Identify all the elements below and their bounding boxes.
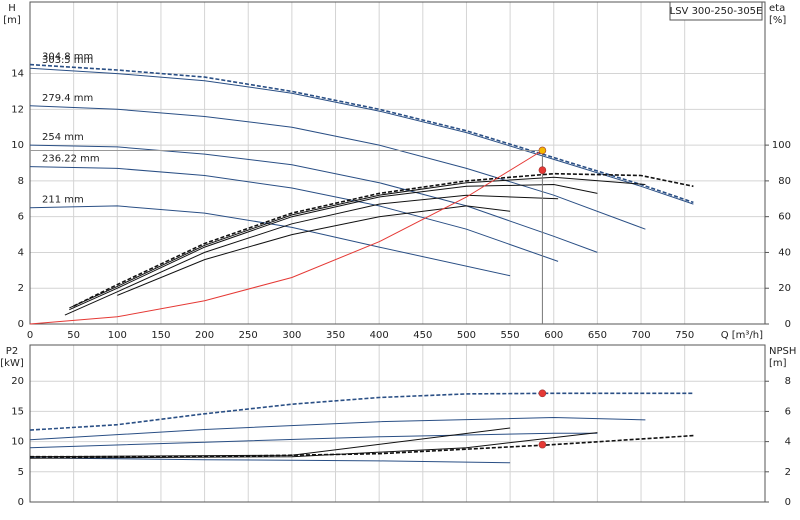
y-axis-title: P2 <box>6 346 18 357</box>
y2-tick-label: 20 <box>778 283 791 294</box>
y-tick-label: 4 <box>18 247 24 258</box>
x-tick-label: 550 <box>501 330 520 341</box>
curve <box>69 183 598 311</box>
y2-tick-label: 8 <box>785 376 791 387</box>
x-tick-label: 0 <box>27 330 33 341</box>
model-label: LSV 300-250-305E <box>670 6 763 17</box>
y-tick-label: 10 <box>11 140 24 151</box>
curve <box>29 416 646 441</box>
x-tick-label: 300 <box>282 330 301 341</box>
x-tick-label: 750 <box>675 330 694 341</box>
curve <box>29 432 598 449</box>
x-tick-label: 50 <box>67 330 80 341</box>
y2-axis-title: eta <box>769 3 785 14</box>
duty-point <box>538 440 547 449</box>
y2-tick-label: 80 <box>778 176 791 187</box>
y2-axis-unit: [m] <box>769 358 787 369</box>
y-tick-label: 8 <box>18 176 24 187</box>
x-tick-label: 450 <box>413 330 432 341</box>
curve <box>29 432 598 459</box>
y2-tick-label: 60 <box>778 212 791 223</box>
x-tick-label: 650 <box>588 330 607 341</box>
y2-tick-label: 0 <box>785 319 791 330</box>
x-tick-label: 400 <box>370 330 389 341</box>
curve <box>29 205 511 277</box>
curve <box>29 457 511 464</box>
y2-tick-label: 0 <box>785 497 791 508</box>
y-tick-label: 12 <box>11 104 24 115</box>
x-tick-label: 100 <box>108 330 127 341</box>
curve <box>29 105 646 230</box>
y2-tick-label: 2 <box>785 467 791 478</box>
x-tick-label: 250 <box>239 330 258 341</box>
duty-point <box>538 389 547 398</box>
curve-label: 304.8 mm <box>42 52 93 63</box>
x-tick-label: 600 <box>544 330 563 341</box>
curve <box>29 392 694 431</box>
y2-axis-unit: [%] <box>769 15 786 26</box>
y2-tick-label: 100 <box>772 140 791 151</box>
y-tick-label: 0 <box>18 319 24 330</box>
y-tick-label: 2 <box>18 283 24 294</box>
curve-label: 211 mm <box>42 195 84 206</box>
curve <box>29 63 694 204</box>
curve <box>30 434 694 458</box>
curve <box>29 427 511 458</box>
curve <box>64 194 559 316</box>
curve <box>117 205 511 296</box>
curve <box>69 176 646 309</box>
x-tick-label: 200 <box>195 330 214 341</box>
y-tick-label: 5 <box>18 467 24 478</box>
curve <box>29 150 543 325</box>
y-axis-title: H <box>8 3 16 14</box>
y2-tick-label: 40 <box>778 247 791 258</box>
duty-point <box>538 146 547 155</box>
y2-tick-label: 4 <box>785 437 791 448</box>
y-tick-label: 20 <box>11 376 24 387</box>
duty-point <box>538 166 547 174</box>
plot-frame <box>29 1 766 325</box>
y-tick-label: 14 <box>11 69 24 80</box>
x-tick-label: 350 <box>326 330 345 341</box>
curve-label: 236.22 mm <box>42 154 100 165</box>
x-tick-label: 700 <box>631 330 650 341</box>
curve <box>73 172 694 307</box>
curve <box>29 166 559 262</box>
x-tick-label: 500 <box>457 330 476 341</box>
y2-tick-label: 6 <box>785 406 791 417</box>
curve <box>29 67 694 205</box>
curve-label: 279.4 mm <box>42 93 93 104</box>
curve <box>29 144 598 253</box>
plot-frame <box>29 344 766 503</box>
y-tick-label: 0 <box>18 497 24 508</box>
y-tick-label: 10 <box>11 437 24 448</box>
y2-axis-title: NPSH <box>769 346 796 357</box>
y-tick-label: 15 <box>11 406 24 417</box>
y-axis-unit: [kW] <box>0 358 24 369</box>
y-tick-label: 6 <box>18 212 24 223</box>
model-box <box>669 1 763 21</box>
y-axis-unit: [m] <box>3 15 21 26</box>
x-tick-label: 150 <box>151 330 170 341</box>
curve-label: 254 mm <box>42 132 84 143</box>
curve-label: 303.5 mm <box>42 55 93 66</box>
x-axis-title: Q [m³/h] <box>721 330 763 341</box>
